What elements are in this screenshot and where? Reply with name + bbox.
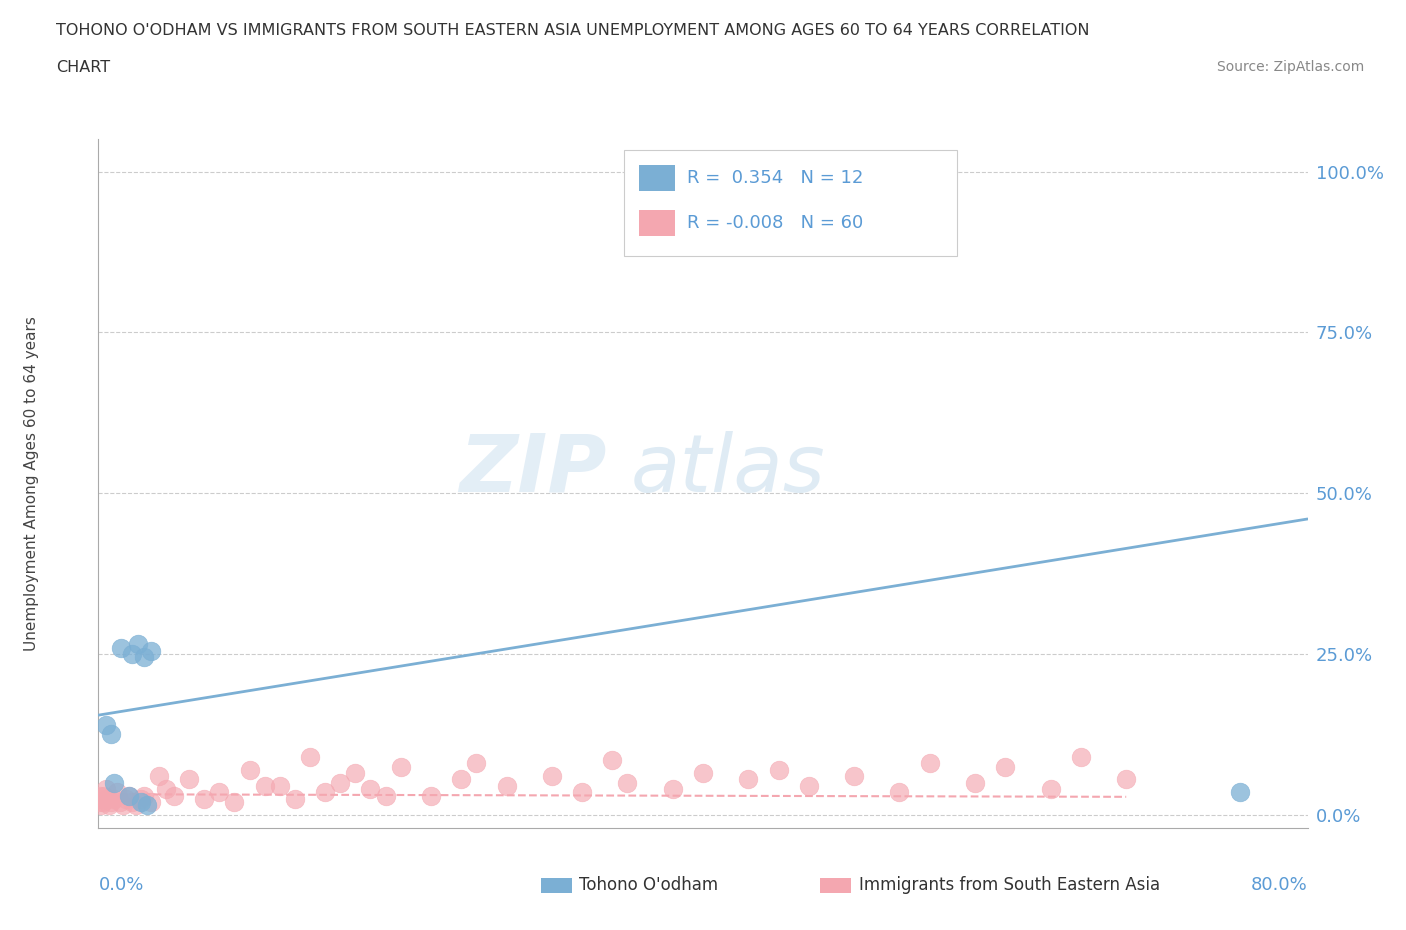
Point bbox=[141, 794, 163, 809]
Point bbox=[768, 763, 790, 777]
Point bbox=[90, 791, 112, 806]
Point bbox=[450, 772, 472, 787]
Point bbox=[179, 772, 201, 787]
Point bbox=[994, 759, 1017, 774]
Text: atlas: atlas bbox=[630, 431, 825, 509]
Point bbox=[132, 650, 155, 665]
Point bbox=[299, 750, 322, 764]
Point bbox=[94, 782, 117, 797]
Text: 0.0%: 0.0% bbox=[98, 876, 143, 894]
Point bbox=[1229, 785, 1251, 800]
Point bbox=[118, 788, 141, 803]
Point bbox=[129, 791, 152, 806]
Text: R = -0.008   N = 60: R = -0.008 N = 60 bbox=[688, 214, 863, 232]
Point bbox=[797, 778, 820, 793]
Point bbox=[571, 785, 593, 800]
Point bbox=[103, 791, 125, 806]
Point bbox=[90, 798, 112, 813]
Point bbox=[135, 798, 157, 813]
Point bbox=[98, 798, 121, 813]
Point bbox=[127, 637, 149, 652]
Point bbox=[224, 794, 246, 809]
Bar bbox=[638, 165, 675, 192]
Point bbox=[465, 756, 488, 771]
Point bbox=[141, 644, 163, 658]
Point bbox=[1115, 772, 1137, 787]
Point bbox=[100, 794, 122, 809]
Point bbox=[314, 785, 336, 800]
Point bbox=[110, 640, 132, 655]
Text: Source: ZipAtlas.com: Source: ZipAtlas.com bbox=[1216, 60, 1364, 74]
Point bbox=[208, 785, 231, 800]
Point bbox=[94, 717, 117, 732]
Point bbox=[269, 778, 291, 793]
Point bbox=[1039, 782, 1062, 797]
Point bbox=[389, 759, 412, 774]
Point bbox=[495, 778, 517, 793]
Point bbox=[89, 788, 111, 803]
Point bbox=[91, 794, 114, 809]
Text: Unemployment Among Ages 60 to 64 years: Unemployment Among Ages 60 to 64 years bbox=[24, 316, 39, 651]
Bar bbox=[624, 150, 957, 257]
Point bbox=[344, 765, 367, 780]
Point bbox=[360, 782, 382, 797]
Point bbox=[692, 765, 714, 780]
Point bbox=[121, 794, 143, 809]
Point bbox=[114, 791, 136, 806]
Text: Tohono O'odham: Tohono O'odham bbox=[579, 876, 718, 895]
Point bbox=[108, 794, 131, 809]
Point bbox=[1070, 750, 1092, 764]
Bar bbox=[638, 209, 675, 236]
Point bbox=[616, 776, 638, 790]
Point bbox=[121, 646, 143, 661]
Point bbox=[889, 785, 911, 800]
Point bbox=[420, 788, 443, 803]
Point bbox=[374, 788, 396, 803]
Point bbox=[844, 769, 866, 784]
Text: 80.0%: 80.0% bbox=[1251, 876, 1308, 894]
Point bbox=[100, 727, 122, 742]
Point bbox=[193, 791, 215, 806]
Point bbox=[111, 798, 134, 813]
Point bbox=[148, 769, 170, 784]
Point bbox=[93, 788, 115, 803]
Point bbox=[662, 782, 685, 797]
Point bbox=[103, 776, 125, 790]
Point bbox=[96, 791, 118, 806]
Point bbox=[129, 794, 152, 809]
Point bbox=[965, 776, 987, 790]
Point bbox=[89, 794, 111, 809]
Point bbox=[737, 772, 759, 787]
Point bbox=[125, 798, 148, 813]
Point bbox=[132, 788, 155, 803]
Text: ZIP: ZIP bbox=[458, 431, 606, 509]
Point bbox=[329, 776, 352, 790]
Point bbox=[163, 788, 186, 803]
Point bbox=[284, 791, 307, 806]
Point bbox=[105, 785, 128, 800]
Point bbox=[541, 769, 564, 784]
Point bbox=[155, 782, 177, 797]
Text: TOHONO O'ODHAM VS IMMIGRANTS FROM SOUTH EASTERN ASIA UNEMPLOYMENT AMONG AGES 60 : TOHONO O'ODHAM VS IMMIGRANTS FROM SOUTH … bbox=[56, 23, 1090, 38]
Point bbox=[918, 756, 941, 771]
Text: R =  0.354   N = 12: R = 0.354 N = 12 bbox=[688, 169, 863, 187]
Point bbox=[239, 763, 262, 777]
Point bbox=[253, 778, 276, 793]
Point bbox=[602, 752, 624, 767]
Text: CHART: CHART bbox=[56, 60, 110, 75]
Point bbox=[118, 788, 141, 803]
Text: Immigrants from South Eastern Asia: Immigrants from South Eastern Asia bbox=[859, 876, 1160, 895]
